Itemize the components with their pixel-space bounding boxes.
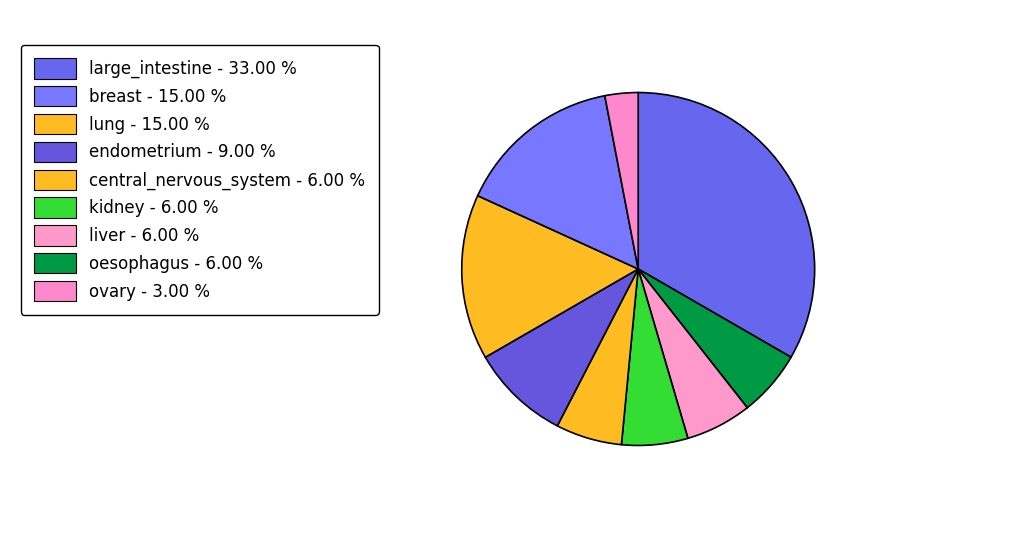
- Wedge shape: [638, 269, 791, 408]
- Legend: large_intestine - 33.00 %, breast - 15.00 %, lung - 15.00 %, endometrium - 9.00 : large_intestine - 33.00 %, breast - 15.0…: [21, 45, 379, 315]
- Wedge shape: [621, 269, 688, 445]
- Wedge shape: [462, 196, 638, 357]
- Wedge shape: [605, 93, 638, 269]
- Wedge shape: [485, 269, 638, 426]
- Wedge shape: [638, 93, 814, 357]
- Wedge shape: [478, 96, 638, 269]
- Wedge shape: [557, 269, 638, 445]
- Wedge shape: [638, 269, 748, 438]
